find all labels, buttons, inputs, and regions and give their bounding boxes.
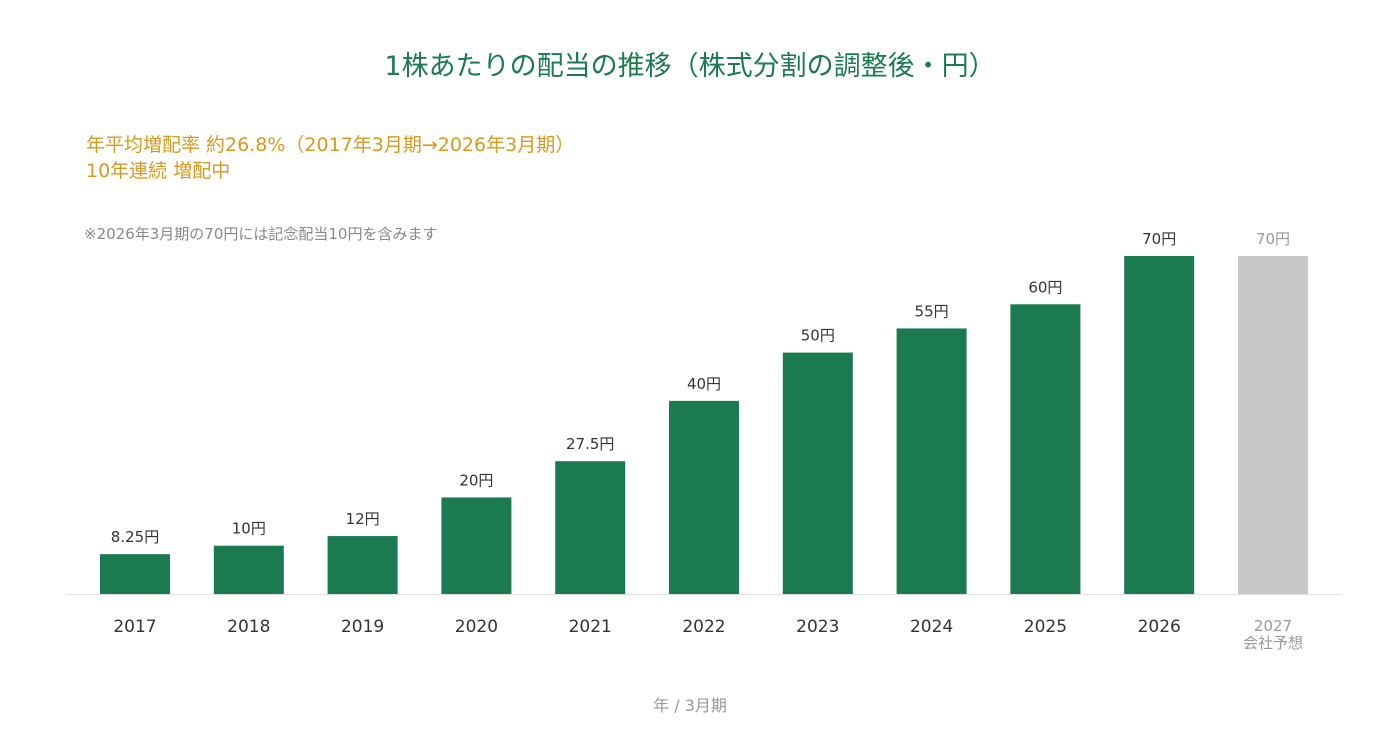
x-tick-label-2024: 2024 [910, 617, 953, 637]
x-tick-label-2020: 2020 [455, 617, 498, 637]
value-label-2018: 10円 [232, 520, 266, 538]
bar-2020 [441, 497, 512, 594]
x-tick-label-2021: 2021 [569, 617, 612, 637]
x-axis-caption: 年 / 3月期 [653, 696, 727, 715]
bar-2017 [100, 554, 170, 594]
bar-2022 [669, 400, 739, 594]
value-label-2026: 70円 [1142, 230, 1176, 248]
value-label-2022: 40円 [687, 375, 721, 393]
x-tick-label-2025: 2025 [1024, 617, 1067, 637]
bar-2023 [782, 352, 853, 594]
bar-2025 [1010, 304, 1081, 594]
consecutive-increase-text: 10年連続 増配中 [86, 160, 231, 182]
x-tick-label-2023: 2023 [796, 617, 839, 637]
commemorative-dividend-note: ※2026年3月期の70円には記念配当10円を含みます [84, 225, 438, 243]
growth-rate-text: 年平均増配率 約26.8%（2017年3月期→2026年3月期） [86, 134, 575, 156]
x-tick-label-2027: 2027 [1254, 617, 1292, 635]
value-label-2023: 50円 [801, 327, 835, 345]
chart-title: 1株あたりの配当の推移（株式分割の調整後・円） [384, 51, 996, 82]
value-label-2020: 20円 [459, 471, 493, 489]
value-label-2017: 8.25円 [111, 528, 159, 546]
x-tick-sublabel-2027: 会社予想 [1243, 634, 1303, 652]
value-label-2019: 12円 [346, 510, 380, 528]
x-tick-label-2018: 2018 [227, 617, 270, 637]
bar-2021 [555, 461, 626, 594]
bar-2026 [1124, 256, 1195, 594]
x-tick-label-2026: 2026 [1138, 617, 1181, 637]
bar-2024 [896, 328, 967, 594]
bar-2027 [1238, 256, 1308, 594]
x-tick-label-2017: 2017 [113, 617, 156, 637]
bar-2019 [327, 536, 398, 594]
value-label-2021: 27.5円 [566, 435, 614, 453]
value-label-2024: 55円 [915, 302, 949, 320]
x-tick-label-2022: 2022 [682, 617, 725, 637]
bar-2018 [213, 545, 284, 594]
value-label-2025: 60円 [1028, 278, 1062, 296]
value-label-2027: 70円 [1256, 230, 1290, 248]
x-tick-label-2019: 2019 [341, 617, 384, 637]
